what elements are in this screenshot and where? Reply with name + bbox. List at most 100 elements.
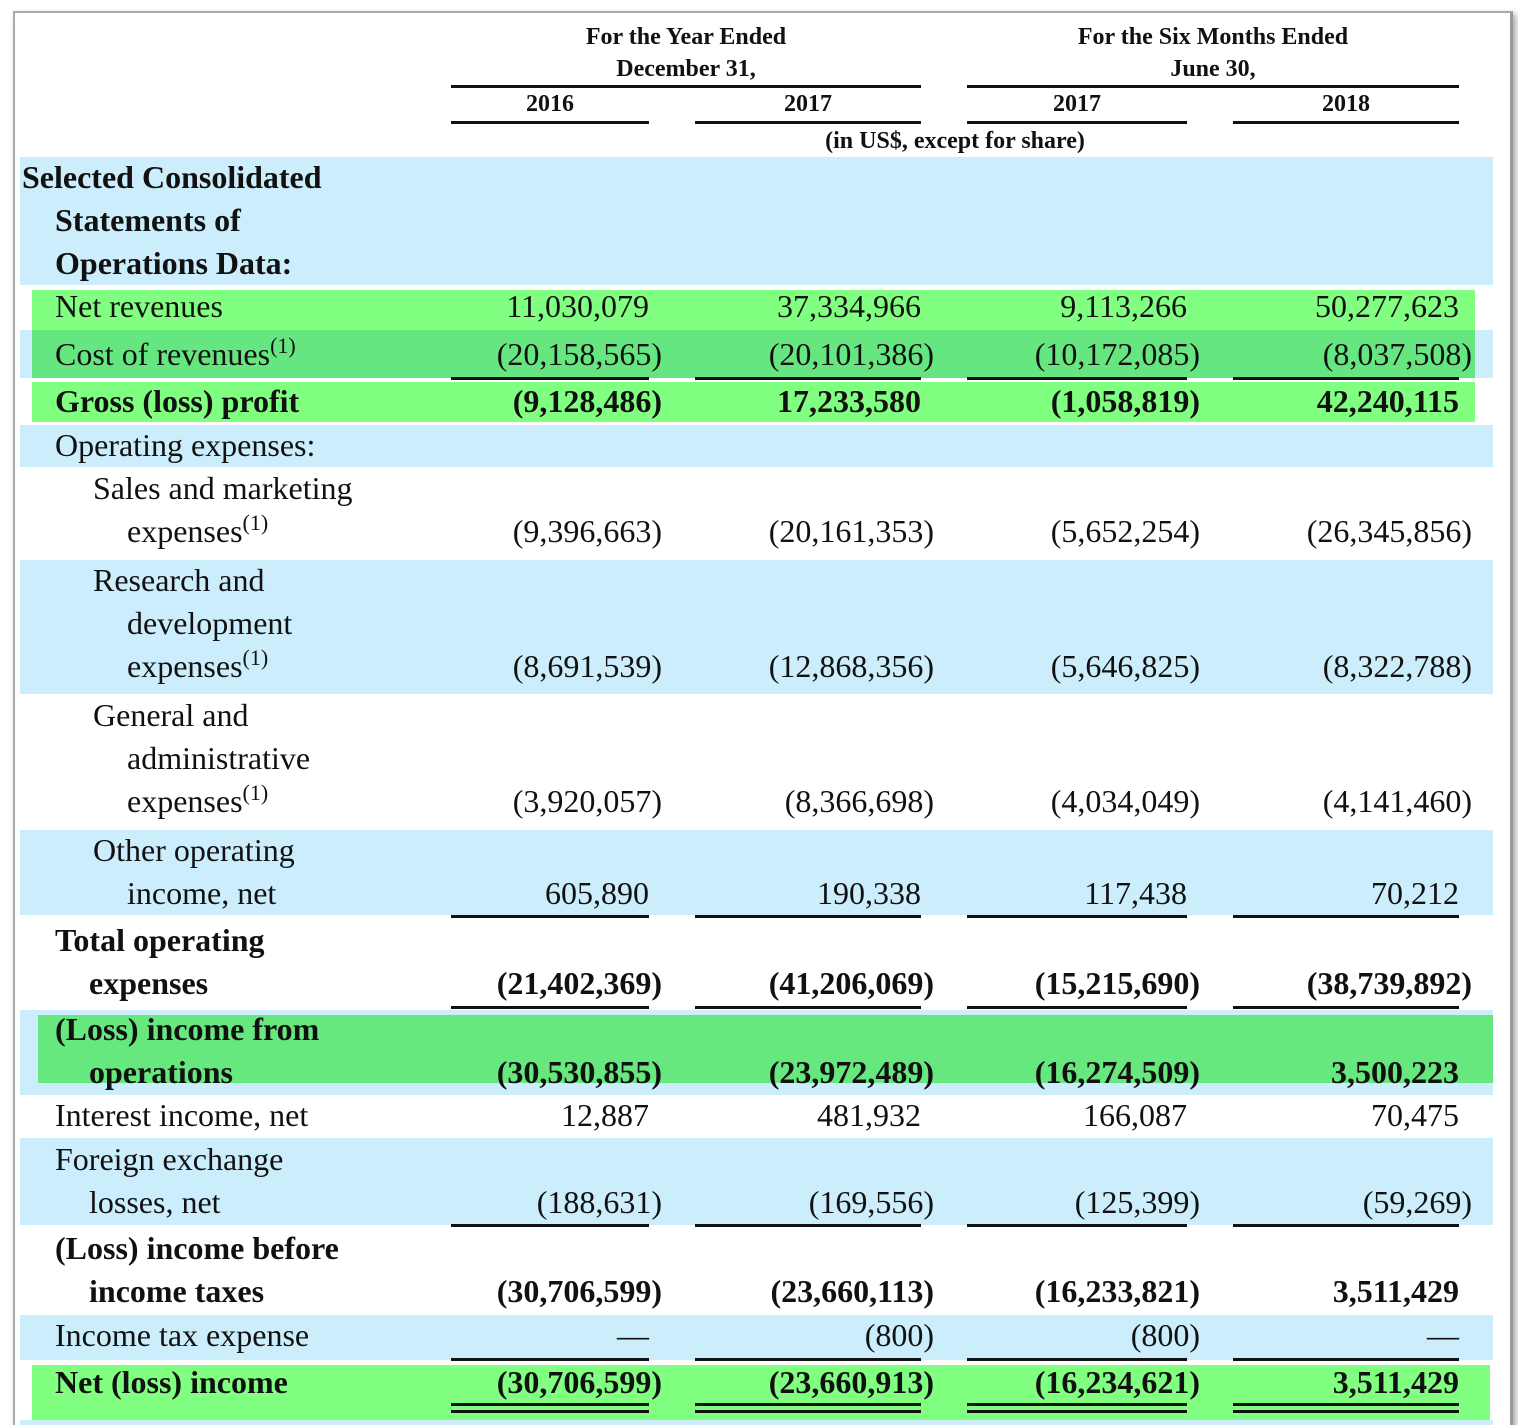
double-underline xyxy=(451,1403,649,1406)
underline xyxy=(967,915,1187,918)
underline xyxy=(451,1006,649,1009)
cell-value: 3,500,223 xyxy=(1331,1054,1459,1090)
row-label-text: Income tax expense xyxy=(55,1317,310,1353)
cell-value: (23,660,113) xyxy=(770,1273,934,1309)
cell-value: (21,402,369) xyxy=(496,965,662,1001)
row-background xyxy=(20,830,1493,915)
row-label-line: Foreign exchange xyxy=(55,1139,283,1179)
row-label-text: operations xyxy=(89,1054,233,1090)
row-label-line: Total operating xyxy=(55,920,265,960)
page-frame xyxy=(13,11,1513,1425)
header-rule xyxy=(451,85,921,88)
unit-note: (in US$, except for share) xyxy=(825,128,1085,154)
row-label-text: development xyxy=(127,605,293,641)
cell-value: 42,240,115 xyxy=(1316,383,1459,419)
column-group-header: For the Six Months Ended xyxy=(1077,24,1349,50)
cell-value: (30,706,599) xyxy=(496,1273,662,1309)
row-label-line: Operating expenses: xyxy=(55,425,315,465)
cell-value: — xyxy=(1427,1317,1459,1353)
row-highlight xyxy=(38,1015,1493,1083)
row-label-line: General and xyxy=(93,695,248,735)
cell-value: 37,334,966 xyxy=(777,288,921,324)
row-label-text: Interest income, net xyxy=(55,1097,309,1133)
year-header: 2017 xyxy=(1053,91,1101,117)
cell-value: (20,158,565) xyxy=(496,336,662,372)
cell-value: (800) xyxy=(1130,1317,1200,1353)
underline xyxy=(695,1006,921,1009)
cell-value: 50,277,623 xyxy=(1315,288,1459,324)
cell-value: (23,660,913) xyxy=(768,1364,934,1400)
underline xyxy=(1233,377,1459,380)
cell-value: (10,172,085) xyxy=(1034,336,1200,372)
row-label-text: expenses xyxy=(127,648,243,684)
row-label-line: development xyxy=(127,603,292,643)
row-label-line: income, net xyxy=(127,873,276,913)
cell-value: (8,322,788) xyxy=(1322,648,1472,684)
cell-value: (5,646,825) xyxy=(1050,648,1200,684)
cell-value: (125,399) xyxy=(1074,1184,1200,1220)
cell-value: 605,890 xyxy=(545,875,649,911)
row-background xyxy=(20,1315,1493,1360)
cell-value: (188,631) xyxy=(536,1184,662,1220)
row-label-line: Cost of revenues(1) xyxy=(55,333,296,378)
row-label-text: (Loss) income from xyxy=(55,1011,320,1047)
double-underline xyxy=(1233,1403,1459,1406)
row-label-line: Net revenues xyxy=(55,286,223,326)
row-label-text: losses, net xyxy=(89,1184,221,1220)
cell-value: (26,345,856) xyxy=(1306,513,1472,549)
row-label-text: administrative xyxy=(127,740,311,776)
row-label-text: (Loss) income before xyxy=(55,1230,339,1266)
cell-value: 70,212 xyxy=(1371,875,1459,911)
underline xyxy=(967,377,1187,380)
row-label-text: Operating expenses: xyxy=(55,427,316,463)
underline xyxy=(695,915,921,918)
row-label-line: Net (loss) income xyxy=(55,1362,288,1402)
underline xyxy=(695,377,921,380)
row-background xyxy=(20,1138,1493,1225)
row-label-line: expenses(1) xyxy=(127,510,268,555)
row-label-line: administrative xyxy=(127,738,310,778)
row-label-text: Sales and marketing xyxy=(93,470,353,506)
row-background xyxy=(20,425,1493,467)
cell-value: 3,511,429 xyxy=(1332,1364,1459,1400)
cell-value: 190,338 xyxy=(817,875,921,911)
row-label-line: expenses xyxy=(89,963,208,1003)
cell-value: 481,932 xyxy=(817,1097,921,1133)
column-group-header: December 31, xyxy=(616,56,756,82)
header-rule xyxy=(451,121,649,124)
row-label-text: Selected Consolidated xyxy=(22,159,322,195)
cell-value: (16,234,621) xyxy=(1034,1364,1200,1400)
column-group-header: June 30, xyxy=(1170,56,1256,82)
row-label-text: Research and xyxy=(93,562,265,598)
row-label-text: expenses xyxy=(127,783,243,819)
row-label-text: Cost of revenues xyxy=(55,336,271,372)
row-label-line: losses, net xyxy=(89,1182,221,1222)
cell-value: (3,920,057) xyxy=(512,783,662,819)
cell-value: (800) xyxy=(864,1317,934,1353)
row-label-line: Research and xyxy=(93,560,264,600)
cell-value: (8,366,698) xyxy=(784,783,934,819)
underline xyxy=(1233,1006,1459,1009)
cell-value: 11,030,079 xyxy=(506,288,649,324)
row-label-text: Operations Data: xyxy=(55,245,293,281)
row-label-line: Other operating xyxy=(93,830,295,870)
row-label-text: expenses xyxy=(127,513,243,549)
year-header: 2016 xyxy=(526,91,574,117)
cell-value: (16,233,821) xyxy=(1034,1273,1200,1309)
cell-value: (1,058,819) xyxy=(1050,383,1200,419)
row-label-text: income taxes xyxy=(89,1273,265,1309)
cell-value: — xyxy=(617,1317,649,1353)
cell-value: (8,037,508) xyxy=(1322,336,1472,372)
header-rule xyxy=(967,121,1187,124)
cell-value: 166,087 xyxy=(1083,1097,1187,1133)
cell-value: 117,438 xyxy=(1084,875,1187,911)
row-label-line: operations xyxy=(89,1052,233,1092)
double-underline xyxy=(967,1403,1187,1406)
underline xyxy=(1233,1358,1459,1361)
cell-value: (30,530,855) xyxy=(496,1054,662,1090)
cell-value: 70,475 xyxy=(1371,1097,1459,1133)
double-underline xyxy=(695,1403,921,1406)
footnote-marker: (1) xyxy=(242,645,269,670)
cell-value: 17,233,580 xyxy=(777,383,921,419)
